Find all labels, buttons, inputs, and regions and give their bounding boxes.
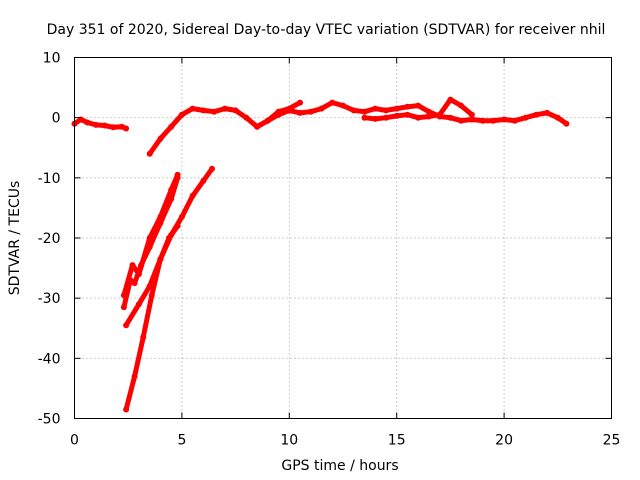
data-point (275, 108, 282, 115)
data-point (501, 116, 508, 123)
data-point (393, 112, 400, 119)
data-point (436, 111, 443, 118)
y-axis-label: SDTVAR / TECUs (7, 181, 23, 296)
data-point (458, 102, 465, 109)
data-point (340, 102, 346, 109)
data-point (425, 113, 432, 120)
data-point (318, 105, 325, 112)
data-point (200, 177, 207, 184)
data-point (178, 111, 185, 118)
data-point (200, 107, 207, 114)
data-point (93, 121, 99, 128)
series-arc-2 (147, 100, 569, 157)
y-tick-label: -20 (38, 231, 61, 247)
data-point (211, 108, 218, 115)
data-point (490, 117, 497, 124)
x-tick-label: 15 (388, 433, 406, 449)
data-point (297, 109, 303, 116)
data-point (468, 116, 475, 123)
data-point (174, 223, 181, 229)
data-point (148, 292, 155, 299)
x-axis-label: GPS time / hours (281, 458, 398, 474)
data-point (174, 174, 181, 181)
y-tick-label: -50 (38, 412, 61, 428)
data-point (425, 108, 432, 115)
series-arc-8 (123, 223, 181, 412)
data-point (135, 301, 142, 308)
data-point (178, 213, 185, 220)
data-point (254, 123, 261, 130)
data-point (307, 108, 314, 115)
data-point (372, 105, 379, 112)
data-point (131, 373, 138, 380)
data-point (166, 235, 172, 241)
data-point (447, 114, 454, 121)
data-point (189, 105, 196, 112)
data-point (468, 111, 475, 118)
data-point (297, 99, 303, 106)
y-tick-label: 0 (52, 111, 61, 127)
data-point (511, 117, 518, 124)
series-group (71, 96, 570, 413)
data-point (447, 96, 454, 103)
data-point (157, 256, 164, 263)
data-point (123, 406, 130, 413)
data-point (243, 114, 250, 121)
data-point (361, 108, 368, 115)
data-point (123, 125, 130, 132)
x-tick-label: 10 (280, 433, 298, 449)
data-point (209, 165, 215, 172)
y-tick-label: -40 (38, 351, 61, 367)
data-point (140, 334, 147, 341)
data-point (350, 107, 357, 114)
x-tick-label: 25 (603, 433, 621, 449)
data-point (544, 109, 551, 116)
data-point (120, 304, 127, 311)
data-point (404, 103, 411, 110)
data-point (372, 115, 379, 122)
data-point (129, 262, 136, 269)
data-point (189, 192, 196, 199)
data-point (393, 105, 400, 112)
y-tick-label: -30 (38, 291, 61, 307)
data-point (404, 111, 411, 118)
data-point (533, 111, 540, 118)
data-point (157, 220, 164, 226)
data-point (415, 102, 422, 109)
data-point (522, 114, 529, 121)
data-point (127, 277, 134, 284)
x-tick-label: 5 (177, 433, 186, 449)
data-point (146, 244, 153, 250)
data-point (458, 117, 465, 124)
data-point (264, 117, 271, 124)
data-point (157, 135, 164, 142)
data-point (554, 114, 561, 121)
y-tick-label: -10 (38, 171, 61, 187)
data-point (329, 99, 336, 106)
data-point (168, 195, 175, 202)
data-point (84, 119, 91, 126)
data-point (110, 124, 117, 131)
data-point (383, 107, 389, 114)
data-point (146, 150, 153, 157)
x-tick-label: 20 (495, 433, 513, 449)
data-point (221, 105, 228, 112)
data-point (479, 117, 486, 124)
data-point (123, 322, 130, 329)
data-point (138, 262, 145, 269)
chart-title: Day 351 of 2020, Sidereal Day-to-day VTE… (47, 22, 606, 38)
data-point (101, 122, 108, 129)
data-point (168, 123, 175, 130)
axis-ticks: 0 5 10 15 20 25 10 0 -10 -20 -30 -40 -50 (38, 51, 621, 449)
x-tick-label: 0 (70, 433, 79, 449)
data-point (415, 114, 422, 121)
data-point (131, 280, 138, 287)
data-point (563, 120, 570, 127)
data-point (232, 107, 239, 114)
data-point (286, 105, 293, 112)
y-tick-label: 10 (43, 51, 61, 67)
data-point (383, 114, 389, 121)
data-point (361, 114, 368, 121)
